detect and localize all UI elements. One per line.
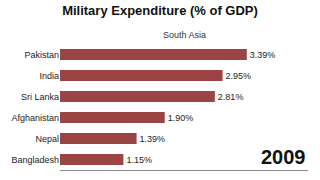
svg-text:Pakistan: Pakistan	[24, 50, 59, 60]
svg-text:3.39%: 3.39%	[250, 50, 276, 60]
svg-text:2.95%: 2.95%	[226, 71, 252, 81]
svg-text:2.81%: 2.81%	[218, 92, 244, 102]
svg-text:1.90%: 1.90%	[168, 113, 194, 123]
svg-text:Afghanistan: Afghanistan	[11, 113, 59, 123]
svg-text:Sri Lanka: Sri Lanka	[21, 92, 59, 102]
svg-text:Military Expenditure (% of GDP: Military Expenditure (% of GDP)	[62, 3, 258, 18]
svg-text:2009: 2009	[261, 146, 306, 168]
svg-text:South Asia: South Asia	[163, 30, 206, 40]
svg-text:1.15%: 1.15%	[126, 155, 152, 165]
svg-text:Nepal: Nepal	[35, 134, 59, 144]
svg-text:India: India	[39, 71, 59, 81]
svg-text:Bangladesh: Bangladesh	[11, 155, 59, 165]
svg-text:1.39%: 1.39%	[140, 134, 166, 144]
